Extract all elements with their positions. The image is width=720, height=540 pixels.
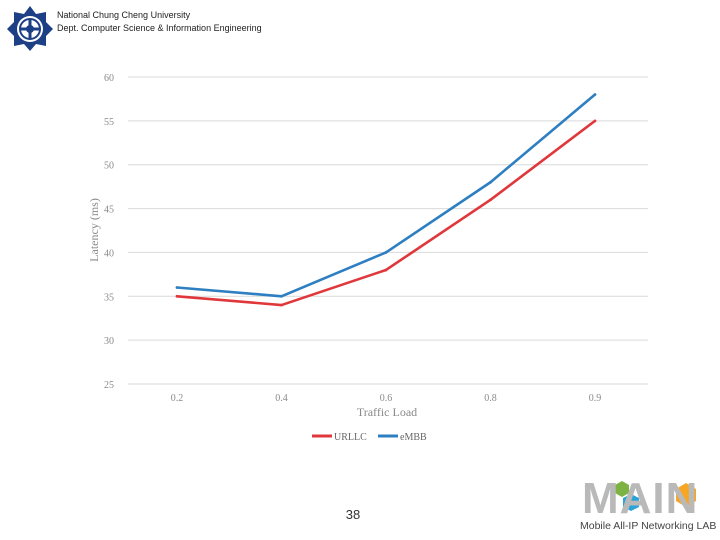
x-tick-labels: 0.2 0.4 0.6 0.8 0.9	[171, 393, 602, 404]
y-tick-label: 35	[104, 292, 114, 303]
x-tick-label: 0.2	[171, 393, 184, 404]
lab-tagline: Mobile All-IP Networking LAB	[580, 520, 717, 532]
data-point	[593, 119, 597, 123]
y-tick-label: 40	[104, 248, 114, 259]
y-tick-label: 55	[104, 117, 114, 128]
data-point	[175, 294, 179, 298]
data-point	[280, 294, 283, 298]
university-seal-icon	[7, 6, 53, 51]
y-tick-label: 30	[104, 336, 114, 347]
legend-label-urllc: URLLC	[334, 432, 367, 443]
latency-chart: 25 30 35 40 45 50 55 60 0.2 0.4 0.6 0.8 0.9 Traffic…	[80, 62, 660, 462]
legend-label-embb: eMBB	[400, 432, 427, 443]
hexagon-logo-icon	[615, 481, 696, 511]
data-point	[489, 198, 492, 202]
grid-lines	[128, 76, 648, 385]
x-tick-label: 0.8	[484, 393, 497, 404]
legend: URLLC eMBB	[312, 432, 427, 443]
series-line-embb	[176, 93, 596, 298]
lab-logo: MAIN Mobile All-IP Networking LAB	[578, 477, 716, 537]
data-point	[593, 93, 597, 96]
data-point	[489, 180, 492, 184]
header: National Chung Cheng University Dept. Co…	[6, 4, 306, 52]
university-name: National Chung Cheng University	[57, 10, 191, 20]
series-lines	[175, 93, 597, 307]
department-name: Dept. Computer Science & Information Eng…	[57, 23, 262, 33]
data-point	[175, 286, 179, 289]
x-tick-label: 0.6	[380, 393, 393, 404]
data-point	[280, 303, 283, 307]
x-axis-label: Traffic Load	[357, 405, 417, 419]
data-point	[384, 251, 388, 254]
page-number: 38	[345, 507, 361, 522]
lab-name: MAIN	[582, 474, 699, 523]
y-tick-label: 50	[104, 161, 114, 172]
y-tick-label: 25	[104, 380, 114, 391]
chart-svg: 25 30 35 40 45 50 55 60 0.2 0.4 0.6 0.8 0.9 Traffic…	[87, 73, 648, 443]
y-tick-label: 45	[104, 205, 114, 216]
x-tick-label: 0.9	[589, 393, 602, 404]
x-tick-label: 0.4	[275, 393, 288, 404]
header-text: National Chung Cheng University Dept. Co…	[57, 9, 262, 35]
y-axis-label: Latency (ms)	[87, 198, 101, 262]
data-point	[384, 268, 388, 272]
y-tick-label: 60	[104, 73, 114, 84]
y-tick-labels: 25 30 35 40 45 50 55 60	[104, 73, 114, 391]
